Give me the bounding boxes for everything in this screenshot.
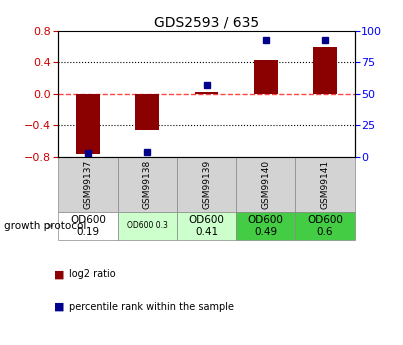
Bar [236,212,295,240]
Title: GDS2593 / 635: GDS2593 / 635 [154,16,259,30]
Text: GSM99139: GSM99139 [202,160,211,209]
Bar [295,157,355,212]
Bar [295,212,355,240]
Text: growth protocol: growth protocol [4,221,86,231]
Text: percentile rank within the sample: percentile rank within the sample [69,302,233,312]
Bar [195,92,218,94]
Bar [236,157,295,212]
Text: OD600
0.19: OD600 0.19 [70,215,106,237]
Bar [177,157,236,212]
Bar [58,157,118,212]
Text: GSM99137: GSM99137 [83,160,93,209]
Text: OD600
0.6: OD600 0.6 [307,215,343,237]
Bar [58,212,118,240]
Text: OD600
0.49: OD600 0.49 [248,215,284,237]
Text: ■: ■ [54,302,65,312]
Bar [177,212,236,240]
Bar [254,60,278,94]
Bar [118,212,177,240]
Text: GSM99138: GSM99138 [143,160,152,209]
Bar [76,94,100,154]
Bar [135,94,159,130]
Text: GSM99140: GSM99140 [261,160,270,209]
Text: ■: ■ [54,269,65,279]
Text: log2 ratio: log2 ratio [69,269,115,279]
Text: OD600 0.3: OD600 0.3 [127,221,168,230]
FancyArrowPatch shape [48,224,52,228]
Text: OD600
0.41: OD600 0.41 [189,215,224,237]
Bar [313,47,337,94]
Text: GSM99141: GSM99141 [320,160,330,209]
Bar [118,157,177,212]
